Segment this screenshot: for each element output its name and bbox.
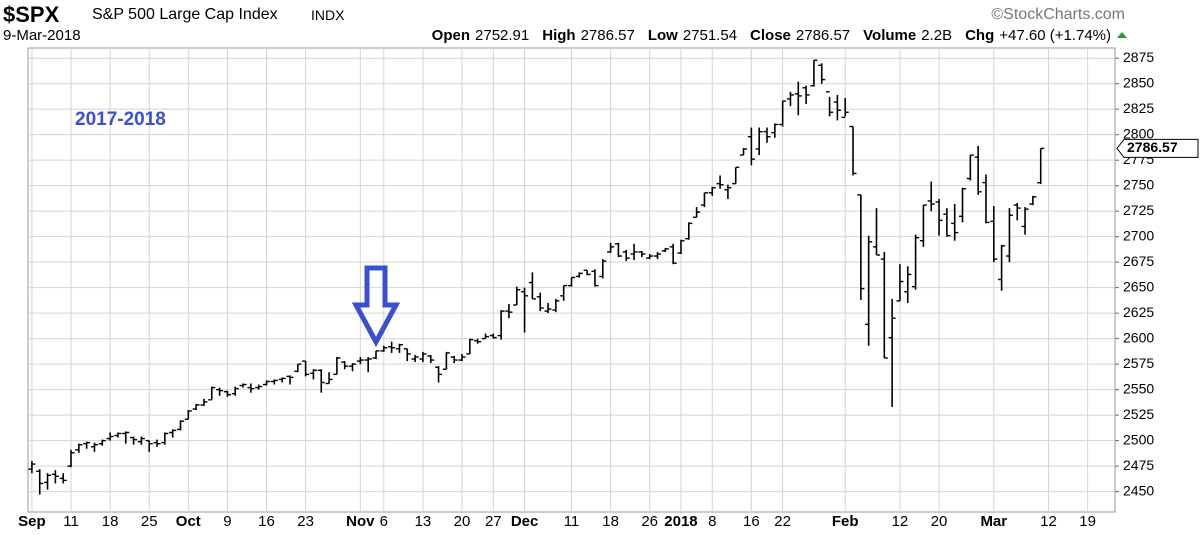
arrow [351,265,401,348]
x-tick-label: 13 [415,513,432,530]
annotation: 2017-2018 [75,109,166,130]
high-label: High [542,27,576,44]
y-tick-label: 2750 [1123,176,1154,192]
y-tick-label: 2800 [1123,125,1154,141]
y-tick-label: 2475 [1123,457,1154,473]
y-tick-label: 2850 [1123,74,1154,90]
y-tick-label: 2600 [1123,329,1154,345]
x-tick-label: 23 [297,513,314,530]
x-tick-label: 25 [141,513,158,530]
y-tick-label: 2525 [1123,406,1154,422]
close-value: 2786.57 [795,27,851,44]
x-tick-label: 12 [892,513,909,530]
x-tick-label: 18 [102,513,119,530]
x-tick-label: 8 [708,513,716,530]
x-tick-label: 20 [454,513,471,530]
y-tick-label: 2625 [1123,304,1154,320]
y-tick-label: 2550 [1123,380,1154,396]
x-tick-label: Sep [18,513,46,530]
close-label: 2786.57 [1127,139,1178,155]
close-label: Close [750,27,791,44]
bars [28,59,1045,495]
x-tick-label: 11 [63,513,79,530]
up-triangle [1117,32,1127,38]
y-tick-label: 2500 [1123,431,1154,447]
x-tick-label: 27 [485,513,502,530]
x-tick-label: 16 [258,513,275,530]
x-tick-label: 19 [1079,513,1096,530]
change-value: +47.60 (+1.74%) [999,27,1111,44]
x-tick-label: Nov [346,513,375,530]
x-tick-label: 16 [743,513,760,530]
open-label: Open [431,27,471,44]
x-tick-label: Dec [511,513,539,530]
y-tick-label: 2825 [1123,100,1154,116]
header-top: $SPX S&P 500 Large Cap Index INDX ©Stock… [3,2,1197,27]
quote-row: Open 2752.91 High 2786.57 Low 2751.54 Cl… [432,27,1128,44]
x-tick-label: 20 [931,513,948,530]
exchange: INDX [311,7,345,23]
x-tick-label: 9 [223,513,231,530]
y-tick-label: 2575 [1123,355,1154,371]
x-tick-label: 18 [602,513,619,530]
symbol: $SPX [3,2,60,27]
change-label: Chg [965,27,995,44]
x-tick-label: 2018 [664,513,697,530]
x-tick-label: 6 [380,513,388,530]
index-name: S&P 500 Large Cap Index [92,6,278,23]
close-marker [1116,138,1199,158]
x-tick-label: 26 [641,513,658,530]
x-tick-label: Feb [832,513,859,530]
y-tick-label: 2675 [1123,253,1154,269]
volume-label: Volume [863,27,917,44]
y-tick-label: 2725 [1123,202,1154,218]
y-tick-label: 2650 [1123,278,1154,294]
y-tick-label: 2700 [1123,227,1154,243]
high-value: 2786.57 [580,27,635,44]
header-quote: 9-Mar-2018 Open 2752.91 High 2786.57 Low… [3,27,1128,47]
open-value: 2752.91 [475,27,530,44]
x-tick-label: Oct [176,513,201,530]
y-tick-label: 2450 [1123,482,1154,498]
low-label: Low [647,27,678,44]
low-value: 2751.54 [682,27,738,44]
volume-value: 2.2B [921,27,953,44]
x-tick-label: 22 [774,513,791,530]
y-tick-label: 2875 [1123,49,1154,65]
x-tick-label: 11 [564,513,580,530]
x-tick-label: Mar [980,513,1007,530]
source: ©StockCharts.com [991,6,1125,23]
x-tick-label: 12 [1040,513,1057,530]
date: 9-Mar-2018 [3,27,81,44]
